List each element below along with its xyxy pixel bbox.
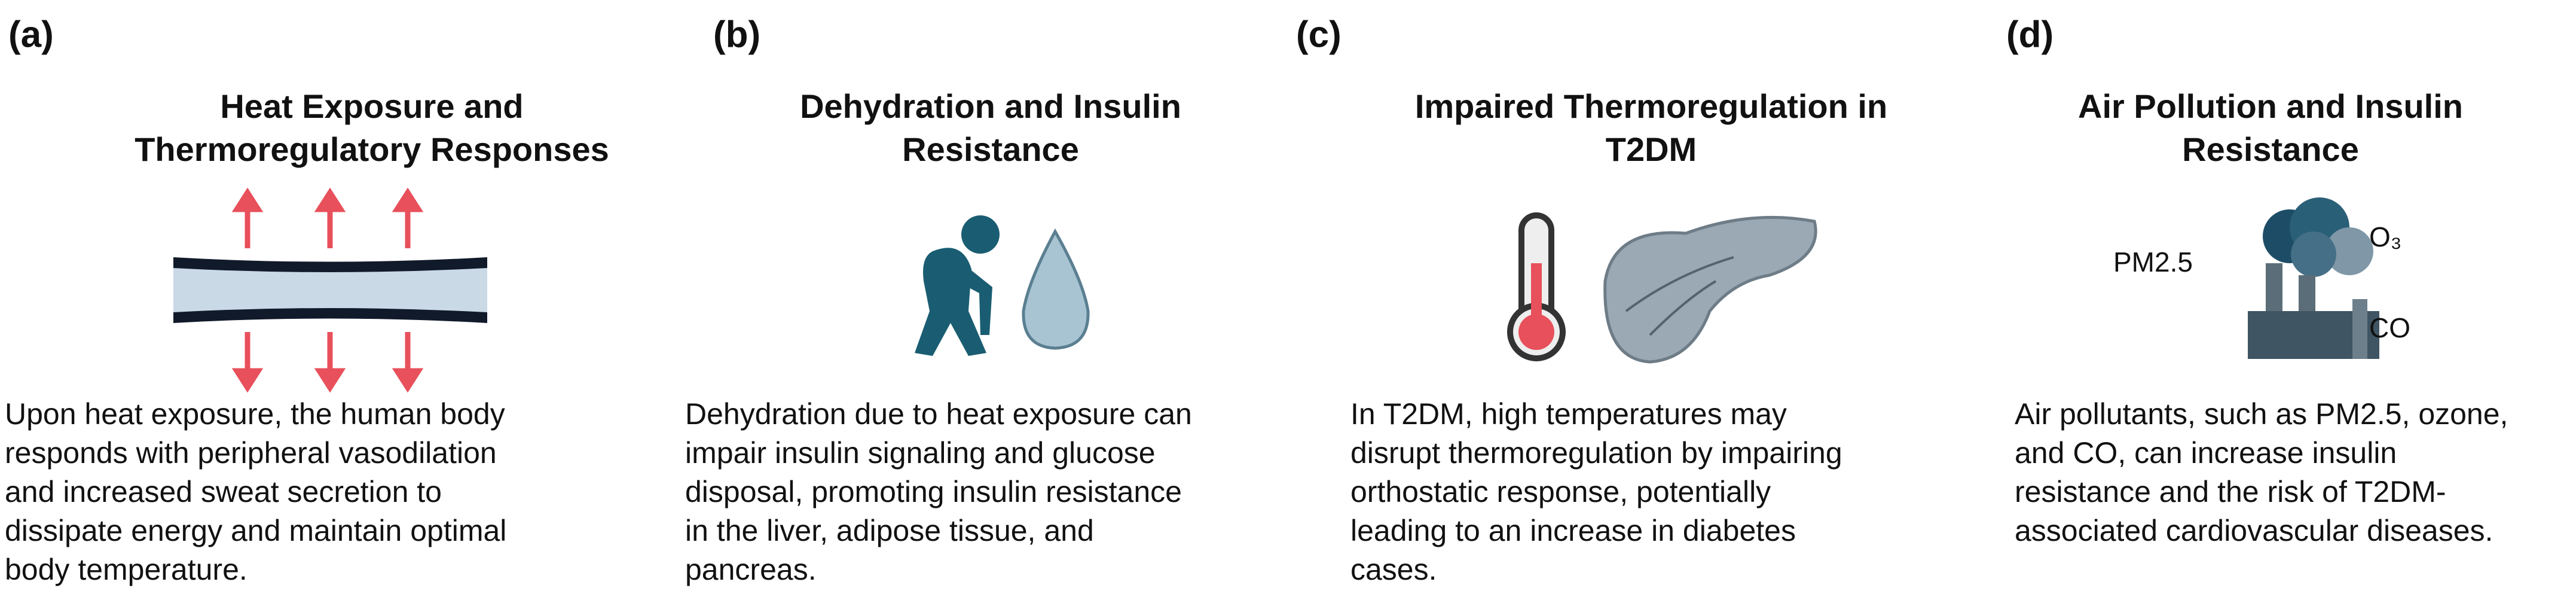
panel-title: Heat Exposure and (220, 87, 523, 125)
icon-label: CO (2369, 312, 2410, 343)
icon-label: O₃ (2369, 221, 2402, 252)
vessel-icon (173, 187, 487, 393)
panel-label: (d) (2006, 14, 2054, 55)
panel-title: Resistance (2182, 130, 2359, 168)
panel-text: resistance and the risk of T2DM- (2015, 475, 2446, 508)
panel-text: responds with peripheral vasodilation (5, 436, 497, 470)
panel-text: and CO, can increase insulin (2015, 436, 2397, 470)
panel-text: leading to an increase in diabetes (1350, 514, 1796, 547)
panel-label: (a) (8, 14, 54, 55)
panel-text: Air pollutants, such as PM2.5, ozone, (2015, 397, 2508, 431)
panel-title: Thermoregulatory Responses (135, 130, 609, 168)
panel-text: cases. (1350, 553, 1437, 586)
panel-title: Air Pollution and Insulin (2078, 87, 2463, 125)
panel-text: disrupt thermoregulation by impairing (1350, 436, 1842, 470)
panel-title: Dehydration and Insulin (800, 87, 1181, 125)
icon-label: PM2.5 (2113, 246, 2193, 278)
dehydration-icon (915, 215, 1090, 356)
panel-text: in the liver, adipose tissue, and (685, 514, 1094, 547)
panel-text: In T2DM, high temperatures may (1350, 397, 1787, 431)
panel-text: dissipate energy and maintain optimal (5, 514, 506, 547)
panel-text: disposal, promoting insulin resistance (685, 475, 1182, 508)
panel-title: T2DM (1606, 130, 1697, 168)
panel-text: pancreas. (685, 553, 817, 586)
panel-title: Impaired Thermoregulation in (1415, 87, 1887, 125)
panel-text: Dehydration due to heat exposure can (685, 397, 1192, 431)
panel-text: Upon heat exposure, the human body (5, 397, 505, 431)
panel-text: and increased sweat secretion to (5, 475, 442, 508)
panel-label: (c) (1296, 14, 1342, 55)
panel-title: Resistance (902, 130, 1079, 168)
panel-text: orthostatic response, potentially (1350, 475, 1771, 508)
panel-text: impair insulin signaling and glucose (685, 436, 1156, 470)
factory-icon (2248, 197, 2379, 359)
panel-text: associated cardiovascular diseases. (2015, 514, 2493, 547)
panel-text: body temperature. (5, 553, 247, 586)
t2dm-icon (1507, 212, 1817, 364)
panel-label: (b) (713, 14, 760, 55)
